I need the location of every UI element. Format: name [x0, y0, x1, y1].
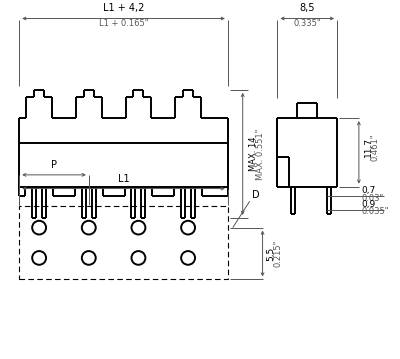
Text: MAX. 0.551": MAX. 0.551" — [256, 128, 265, 180]
Text: D: D — [252, 190, 259, 200]
Text: 0.335": 0.335" — [294, 19, 321, 28]
Text: L1: L1 — [118, 174, 129, 184]
Text: MAX. 14: MAX. 14 — [249, 136, 258, 171]
Bar — [19, 206, 228, 279]
Text: L1 + 0.165": L1 + 0.165" — [99, 19, 148, 28]
Text: 0,7: 0,7 — [362, 186, 376, 195]
Text: 0.215": 0.215" — [274, 240, 282, 267]
Text: 0.035": 0.035" — [362, 208, 389, 216]
Text: 0.461": 0.461" — [371, 134, 380, 161]
Text: 0,9: 0,9 — [362, 200, 376, 209]
Text: 5,5: 5,5 — [266, 246, 276, 261]
Text: 11,7: 11,7 — [364, 137, 373, 158]
Text: 0.03": 0.03" — [362, 194, 384, 202]
Text: 8,5: 8,5 — [300, 3, 315, 13]
Text: P: P — [51, 160, 57, 170]
Text: L1 + 4,2: L1 + 4,2 — [103, 3, 144, 13]
